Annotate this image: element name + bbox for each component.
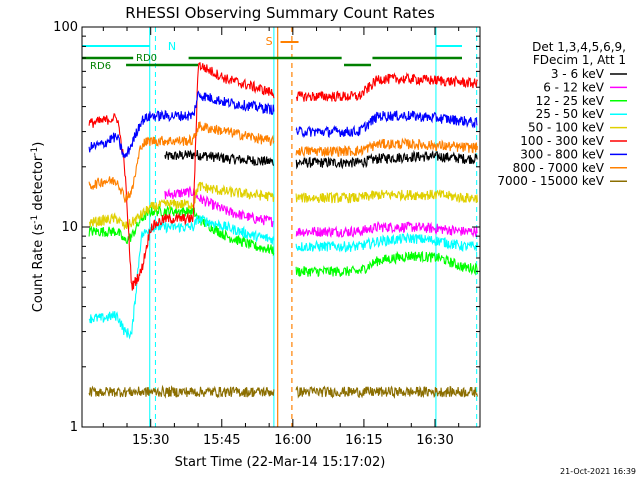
legend-label-8: 7000 - 15000 keV bbox=[497, 174, 604, 188]
timestamp: 21-Oct-2021 16:39 bbox=[560, 467, 636, 476]
series-line-4 bbox=[88, 181, 478, 230]
x-axis-label: Start Time (22-Mar-14 15:17:02) bbox=[175, 455, 386, 470]
y-axis-label-mid: detector bbox=[31, 155, 46, 215]
overlay-layer: N S RD0 RD6 bbox=[82, 27, 478, 427]
x-tick-label-1: 15:45 bbox=[203, 433, 240, 448]
series-line-8 bbox=[88, 384, 478, 399]
axis-layer: 1 10 100 15:30 15:45 16:00 16:15 16:30 bbox=[53, 20, 480, 448]
x-tick-label-4: 16:30 bbox=[416, 433, 453, 448]
s-label: S bbox=[266, 35, 273, 48]
series-line-5 bbox=[88, 62, 478, 291]
y-axis-label-main: Count Rate (s bbox=[31, 224, 46, 313]
series-7 bbox=[88, 121, 478, 203]
legend-label-3: 25 - 50 keV bbox=[536, 107, 605, 121]
series-line-3 bbox=[88, 215, 478, 340]
rd0-label: RD0 bbox=[136, 53, 157, 64]
x-tick-label-3: 16:15 bbox=[345, 433, 382, 448]
legend-header-2: FDecim 1, Att 1 bbox=[533, 53, 626, 67]
series-0 bbox=[164, 149, 478, 170]
series-line-1 bbox=[164, 185, 478, 239]
legend-label-5: 100 - 300 keV bbox=[520, 134, 604, 148]
legend-label-2: 12 - 25 keV bbox=[536, 94, 605, 108]
series-layer bbox=[88, 62, 478, 399]
legend: Det 1,3,4,5,6,9, FDecim 1, Att 1 3 - 6 k… bbox=[497, 40, 627, 188]
legend-label-6: 300 - 800 keV bbox=[520, 147, 604, 161]
series-1 bbox=[164, 185, 478, 239]
y-axis-label-sup2: -1 bbox=[30, 147, 40, 156]
n-label: N bbox=[168, 40, 176, 53]
series-8 bbox=[88, 384, 478, 399]
legend-label-7: 800 - 7000 keV bbox=[513, 161, 605, 175]
chart-title: RHESSI Observing Summary Count Rates bbox=[125, 4, 435, 22]
y-tick-label-0: 1 bbox=[70, 420, 78, 435]
legend-label-0: 3 - 6 keV bbox=[551, 67, 605, 81]
series-2 bbox=[88, 205, 478, 278]
x-tick-label-0: 15:30 bbox=[132, 433, 169, 448]
y-tick-label-2: 100 bbox=[53, 20, 78, 35]
y-axis-label: Count Rate (s-1 detector-1) bbox=[30, 142, 46, 313]
series-6 bbox=[88, 90, 478, 159]
series-4 bbox=[88, 181, 478, 230]
rd6-label: RD6 bbox=[90, 61, 111, 72]
series-line-7 bbox=[88, 121, 478, 203]
legend-label-1: 6 - 12 keV bbox=[543, 80, 605, 94]
series-3 bbox=[88, 215, 478, 340]
y-tick-label-1: 10 bbox=[61, 220, 78, 235]
y-axis-label-end: ) bbox=[31, 142, 46, 147]
legend-label-4: 50 - 100 keV bbox=[528, 121, 605, 135]
series-5 bbox=[88, 62, 478, 291]
y-axis-label-sup1: -1 bbox=[30, 215, 40, 224]
series-line-6 bbox=[88, 90, 478, 159]
x-tick-label-2: 16:00 bbox=[274, 433, 311, 448]
series-line-0 bbox=[164, 149, 478, 170]
legend-header-1: Det 1,3,4,5,6,9, bbox=[532, 40, 626, 54]
series-line-2 bbox=[88, 205, 478, 278]
